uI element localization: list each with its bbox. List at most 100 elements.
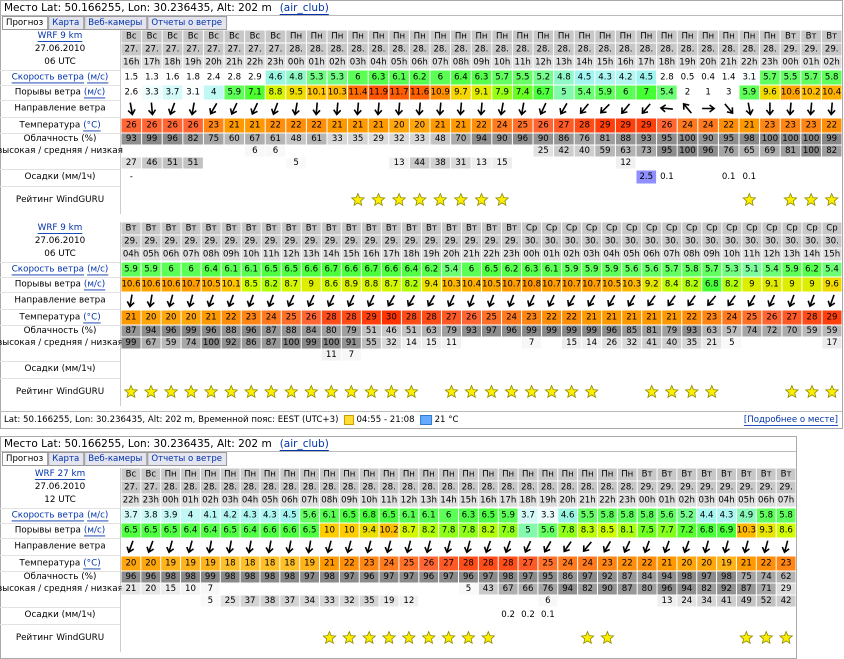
date-label: 28.	[362, 483, 376, 493]
gusts-row-label-part[interactable]: (м/с)	[84, 88, 105, 98]
tab[interactable]	[2, 16, 49, 30]
wind-speed-cell	[121, 508, 141, 523]
gust-speed: 5.9	[227, 88, 241, 98]
date-label-cell	[622, 235, 642, 248]
hour-label-cell	[677, 56, 698, 69]
tab-label[interactable]: Отчеты о ветре	[151, 18, 222, 28]
more-link[interactable]: [Подробнее о месте]	[744, 415, 838, 425]
rating-star	[739, 630, 754, 645]
temperature-cell	[439, 556, 458, 571]
day-label: Ср	[646, 224, 657, 234]
cloud-low-cell	[776, 595, 796, 607]
hour-label-cell	[498, 494, 518, 507]
hour-label-cell	[657, 494, 677, 507]
temperature-row-label-part[interactable]: (°C)	[83, 313, 100, 323]
tab[interactable]	[147, 16, 228, 30]
tab-label[interactable]: Отчеты о ветре	[151, 454, 222, 464]
day-label-cell	[306, 30, 327, 43]
tab-label[interactable]: Веб-камеры	[88, 18, 142, 28]
tab[interactable]	[84, 16, 148, 30]
cloud-high-cell	[339, 571, 359, 583]
temperature-cell	[558, 556, 578, 571]
hour-label-cell	[821, 56, 842, 69]
cloud-high-cell	[578, 571, 597, 583]
date-label-cell	[637, 481, 657, 494]
temperature: 22	[723, 121, 734, 131]
hour-label-cell	[595, 56, 615, 69]
gusts-row-label-part: Порывы ветра	[15, 280, 81, 290]
temperature: 23	[764, 121, 775, 131]
hour-label-cell	[801, 56, 821, 69]
wind-speed-cell	[542, 262, 562, 277]
temperature: 24	[384, 559, 395, 569]
day-label: Пн	[621, 470, 633, 480]
hour-label: 02h	[329, 58, 345, 68]
date-label: 29.	[164, 237, 178, 247]
wind-row-label-part[interactable]: (м/с)	[87, 265, 108, 275]
tab[interactable]	[147, 452, 228, 466]
temperature-cell	[736, 556, 756, 571]
model-name[interactable]: WRF 27 km	[35, 469, 85, 479]
wind-row-label-part[interactable]: Скорость ветра	[12, 511, 84, 521]
date-label: 29.	[779, 483, 793, 493]
day-label: Вт	[426, 224, 437, 234]
model-name[interactable]: WRF 9 km	[38, 31, 83, 41]
temperature-row-label-part[interactable]: (°C)	[83, 559, 100, 569]
cloud-low: 13	[394, 158, 405, 168]
hour-label: 14h	[440, 496, 456, 506]
day-label-cell	[441, 222, 461, 235]
date-label: 28.	[323, 483, 337, 493]
tab-label[interactable]: Прогноз	[6, 454, 44, 464]
tab-label[interactable]: Карта	[52, 454, 79, 464]
wind-row-label-part[interactable]: Скорость ветра	[12, 265, 84, 275]
cloud-high: 87	[622, 572, 633, 582]
hour-label: 08h	[203, 250, 219, 260]
day-label: Пн	[578, 32, 590, 42]
spot-link[interactable]: (air_club)	[280, 2, 329, 14]
day-label-cell	[461, 222, 481, 235]
wind-arrow	[424, 540, 433, 554]
date-label: 28.	[639, 45, 653, 55]
tab-label[interactable]: Прогноз	[6, 18, 44, 28]
temperature: 21	[586, 313, 597, 323]
gusts-row-label-part[interactable]: (м/с)	[84, 526, 105, 536]
date-label: 28.	[342, 483, 356, 493]
tab[interactable]	[2, 452, 49, 466]
wind-row-label-part[interactable]: (м/с)	[87, 73, 108, 83]
tab[interactable]	[84, 452, 148, 466]
wind-row-label-part[interactable]: Скорость ветра	[12, 73, 84, 83]
spot-link[interactable]: (air_club)	[280, 438, 329, 450]
date-label: 29.	[825, 45, 839, 55]
cloud-high: 93	[126, 134, 137, 144]
cloud-mid: 92	[226, 338, 237, 348]
gusts-row-label-part[interactable]: (м/с)	[84, 280, 105, 290]
tab-label[interactable]: Карта	[52, 18, 79, 28]
temperature-cell	[121, 310, 141, 325]
gust-speed-cell	[381, 277, 401, 292]
cloud-high-cell	[306, 133, 327, 145]
cloud-mid-cell	[241, 337, 261, 349]
hour-label-cell	[615, 56, 636, 69]
hour-label-cell	[183, 56, 203, 69]
wind-arrow	[394, 102, 404, 116]
temperature-row-label-part[interactable]: (°C)	[83, 121, 100, 131]
wind-speed: 0.4	[701, 73, 715, 83]
gust-speed: 6.8	[700, 526, 714, 536]
model-name[interactable]: WRF 9 km	[38, 223, 83, 233]
cloud-low: 37	[245, 596, 256, 606]
gust-speed-cell	[379, 523, 399, 538]
hour-label-cell	[121, 494, 141, 507]
gust-speed: 10.3	[328, 88, 347, 98]
gust-speed: 7.2	[680, 526, 694, 536]
tab[interactable]	[48, 452, 85, 466]
temperature-cell	[224, 118, 245, 133]
tab-label[interactable]: Веб-камеры	[88, 454, 142, 464]
cloud-low: 15	[497, 158, 508, 168]
tab[interactable]	[48, 16, 85, 30]
date-label-cell	[141, 481, 161, 494]
wind-speed-cell	[471, 70, 492, 85]
day-label: Пн	[640, 32, 652, 42]
precipitation: 0.2	[521, 610, 535, 620]
hour-label-cell	[327, 56, 348, 69]
wind-row-label-part[interactable]: (м/с)	[87, 511, 108, 521]
